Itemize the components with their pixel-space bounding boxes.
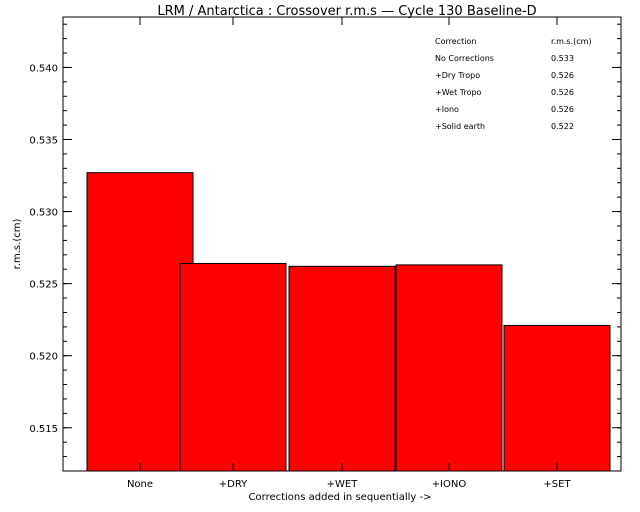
y-tick-label: 0.540: [29, 63, 58, 74]
x-tick-label: +SET: [543, 479, 571, 490]
legend-header-rms: r.m.s.(cm): [551, 37, 592, 46]
bars-group: [86, 172, 611, 472]
x-tick-label: +IONO: [432, 479, 467, 490]
y-tick-label: 0.530: [29, 208, 58, 219]
legend-row-label: +Solid earth: [435, 122, 485, 131]
legend-row-value: 0.526: [551, 88, 574, 97]
y-tick-label: 0.520: [29, 352, 58, 363]
bar-dry: [179, 262, 287, 472]
legend-row-label: +Iono: [435, 105, 459, 114]
x-tick-label: +WET: [327, 479, 359, 490]
x-tick-label: None: [127, 479, 153, 490]
legend-header-correction: Correction: [435, 37, 476, 46]
x-axis: None +DRY +WET +IONO +SET: [127, 17, 571, 490]
legend-row-label: +Dry Tropo: [435, 71, 480, 80]
legend-row-label: No Corrections: [435, 54, 494, 63]
legend-row-value: 0.526: [551, 71, 574, 80]
bar-wet: [288, 265, 396, 472]
y-tick-label: 0.535: [29, 136, 58, 147]
legend-row-value: 0.533: [551, 54, 574, 63]
y-tick-label: 0.515: [29, 424, 58, 435]
legend-row-label: +Wet Tropo: [435, 88, 482, 97]
y-axis: 0.515 0.520 0.525 0.530 0.535 0.540: [29, 23, 621, 472]
bar-none: [86, 172, 194, 472]
legend-table: Correction r.m.s.(cm) No Corrections 0.533 +…: [435, 37, 592, 131]
legend-row-value: 0.526: [551, 105, 574, 114]
chart-title: LRM / Antarctica : Crossover r.m.s — Cyc…: [157, 4, 536, 19]
bar-iono: [395, 264, 503, 472]
bar-set: [503, 324, 611, 472]
legend-row-value: 0.522: [551, 122, 574, 131]
x-axis-label: Corrections added in sequentially ->: [249, 492, 432, 503]
y-axis-label: r.m.s.(cm): [12, 219, 23, 270]
x-tick-label: +DRY: [219, 479, 248, 490]
y-tick-label: 0.525: [29, 280, 58, 291]
